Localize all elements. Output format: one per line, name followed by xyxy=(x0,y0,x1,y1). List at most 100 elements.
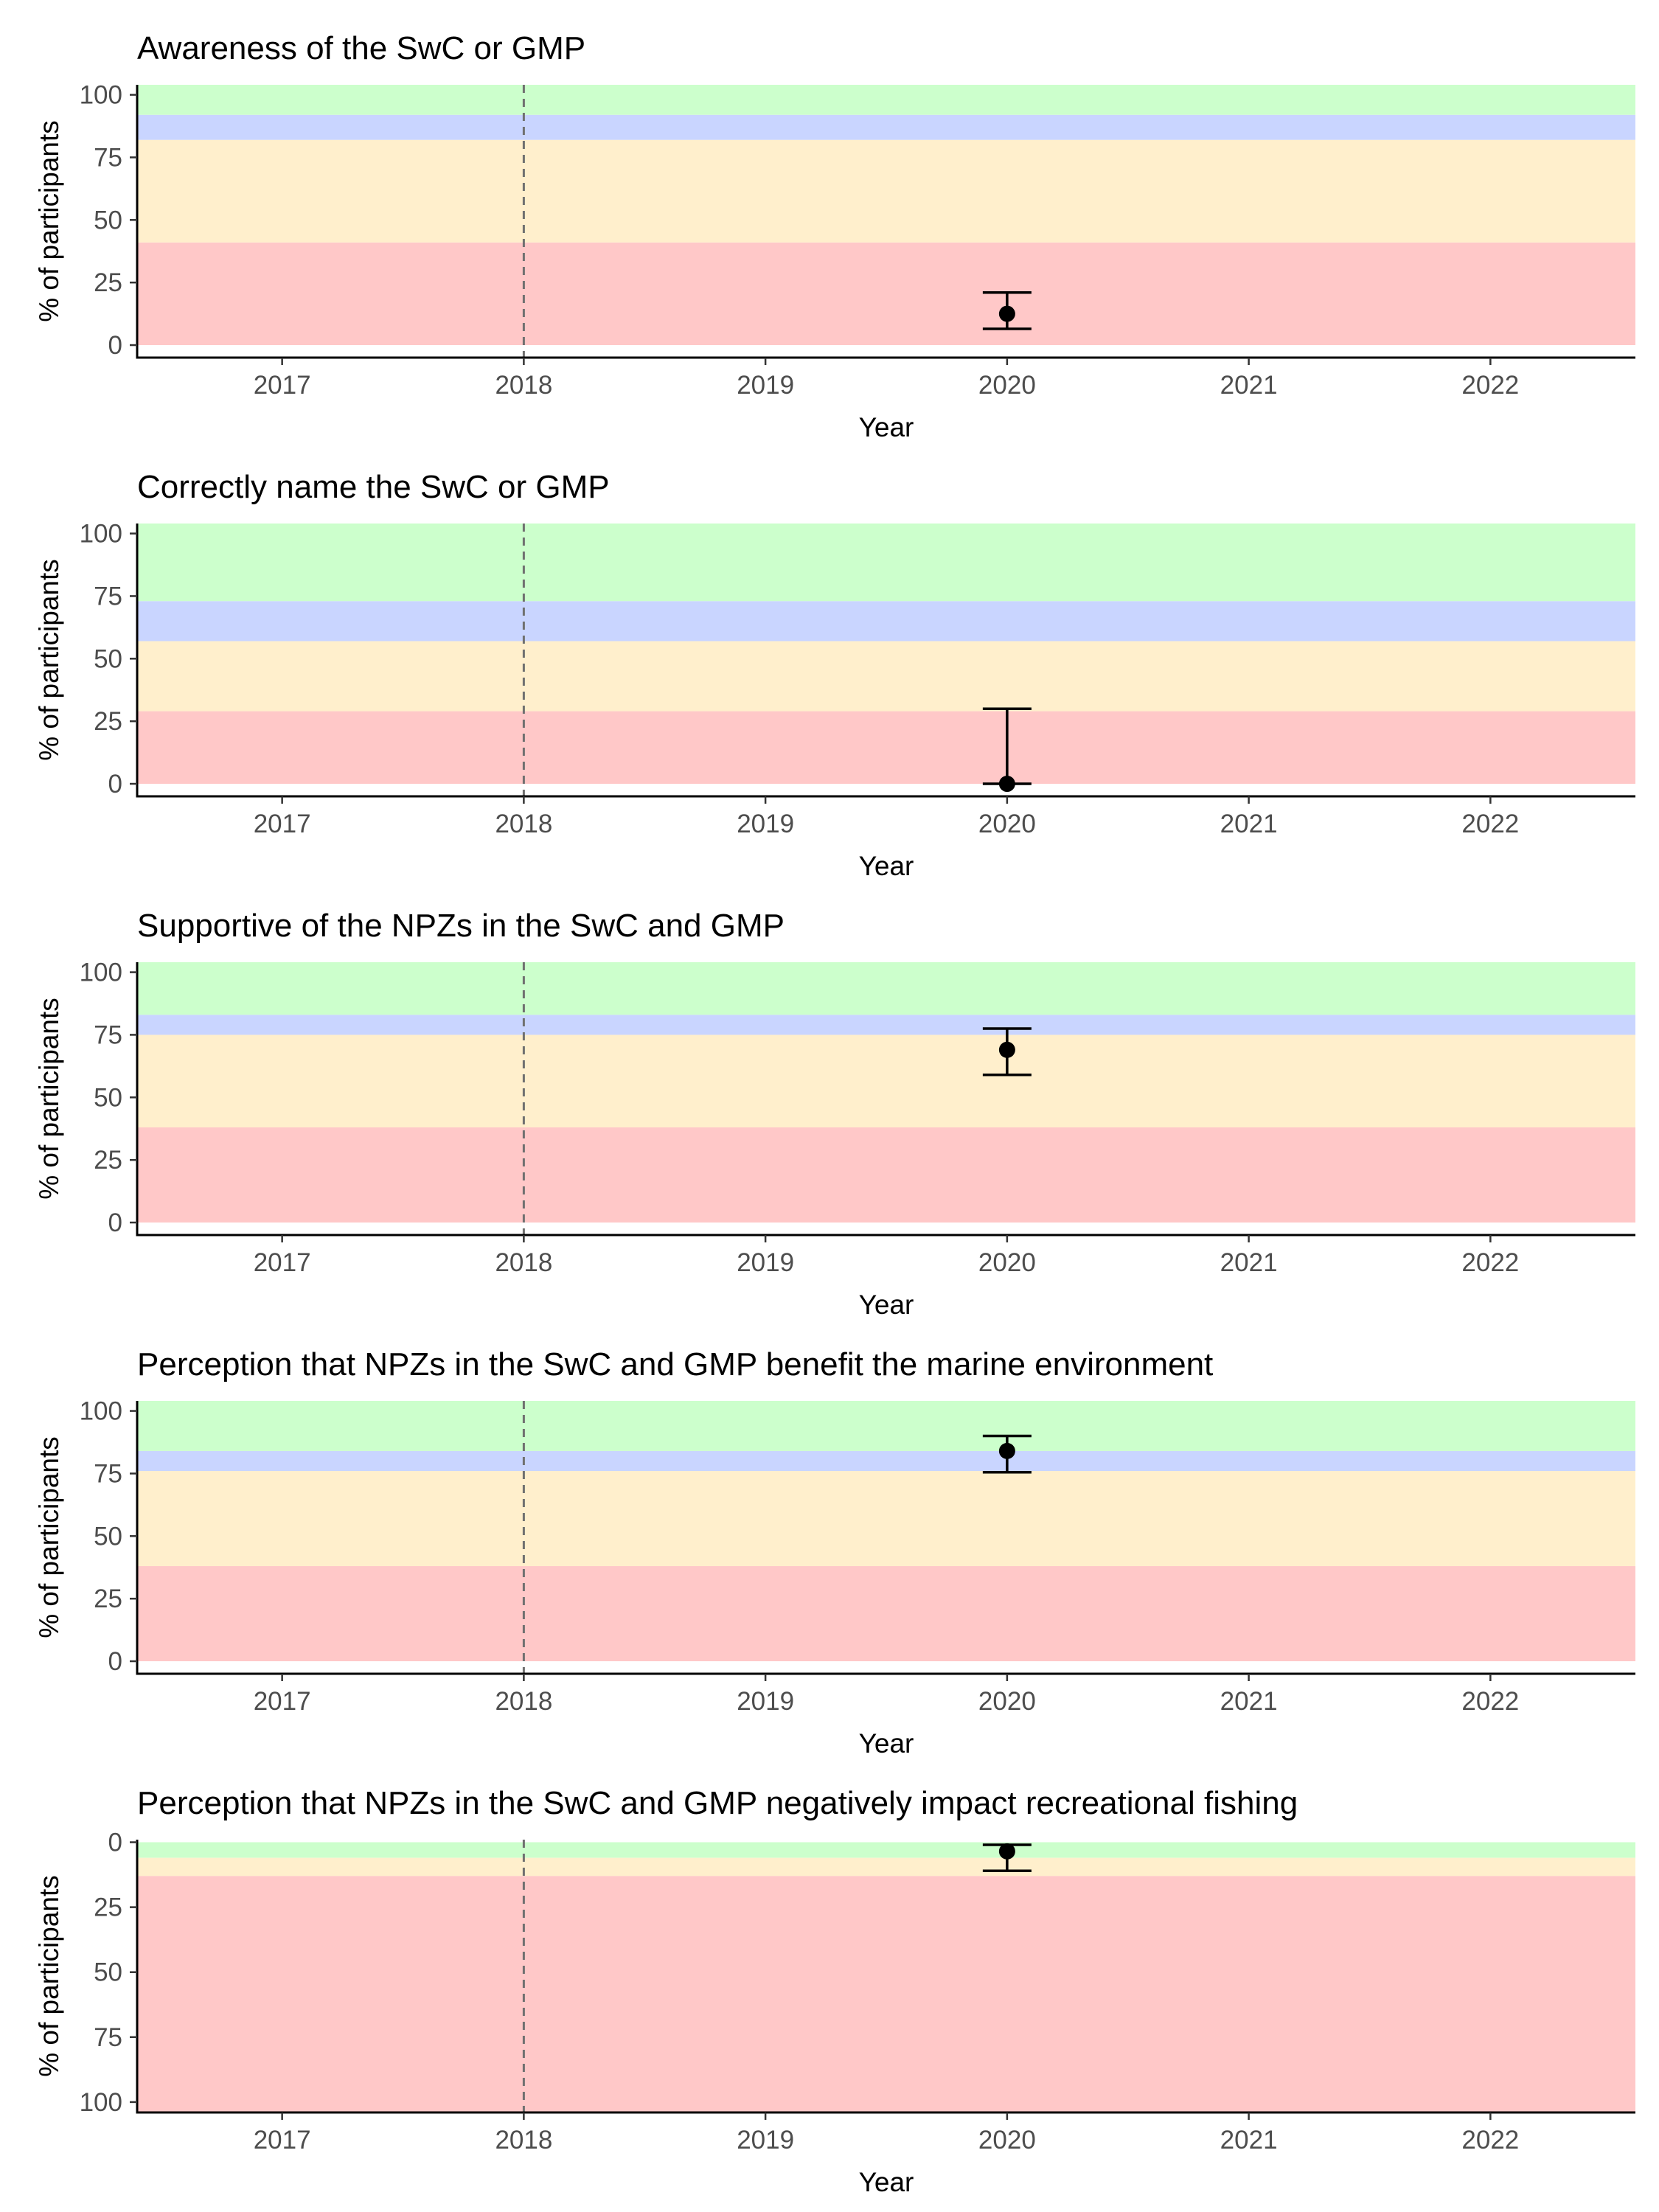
band-very-poor xyxy=(137,1127,1635,1223)
x-tick-label: 2022 xyxy=(1461,371,1519,400)
x-tick-label: 2022 xyxy=(1461,1687,1519,1716)
y-tick-label: 25 xyxy=(94,707,122,736)
y-tick-label: 50 xyxy=(94,206,122,234)
x-tick-label: 2017 xyxy=(254,2126,311,2154)
data-point xyxy=(998,305,1015,322)
x-axis-title: Year xyxy=(859,412,914,442)
x-tick-label: 2017 xyxy=(254,1687,311,1716)
band-good xyxy=(137,962,1635,1015)
y-tick-label: 100 xyxy=(80,2088,122,2117)
y-tick-label: 50 xyxy=(94,644,122,673)
band-very-poor xyxy=(137,1566,1635,1662)
y-tick-label: 25 xyxy=(94,268,122,297)
x-tick-label: 2017 xyxy=(254,1248,311,1277)
band-good xyxy=(137,1401,1635,1451)
x-axis-title: Year xyxy=(859,1728,914,1759)
x-tick-label: 2018 xyxy=(495,1248,552,1277)
x-tick-label: 2020 xyxy=(978,810,1036,838)
y-tick-label: 50 xyxy=(94,1958,122,1987)
y-axis-title: % of participants xyxy=(34,559,64,761)
x-tick-label: 2020 xyxy=(978,1248,1036,1277)
y-tick-label: 50 xyxy=(94,1083,122,1112)
y-tick-label: 100 xyxy=(80,81,122,110)
x-axis-title: Year xyxy=(859,2167,914,2197)
x-tick-label: 2021 xyxy=(1220,810,1278,838)
y-axis-title: % of participants xyxy=(34,998,64,1200)
y-tick-label: 100 xyxy=(80,520,122,549)
data-point xyxy=(998,1041,1015,1058)
x-tick-label: 2022 xyxy=(1461,2126,1519,2154)
band-fair xyxy=(137,1450,1635,1472)
x-tick-label: 2022 xyxy=(1461,810,1519,838)
x-tick-label: 2019 xyxy=(737,1687,794,1716)
y-tick-label: 0 xyxy=(108,331,122,360)
band-poor xyxy=(137,641,1635,712)
band-fair xyxy=(137,601,1635,641)
y-tick-label: 50 xyxy=(94,1522,122,1551)
band-poor xyxy=(137,139,1635,243)
band-poor xyxy=(137,1034,1635,1128)
x-tick-label: 2021 xyxy=(1220,371,1278,400)
band-fair xyxy=(137,1015,1635,1035)
data-point xyxy=(998,1843,1015,1860)
y-tick-label: 0 xyxy=(108,1647,122,1676)
chart-title: Perception that NPZs in the SwC and GMP … xyxy=(137,1346,1213,1382)
band-poor xyxy=(137,1857,1635,1877)
x-tick-label: 2022 xyxy=(1461,1248,1519,1277)
x-axis-title: Year xyxy=(859,851,914,881)
y-tick-label: 75 xyxy=(94,143,122,172)
x-tick-label: 2019 xyxy=(737,1248,794,1277)
chart-title: Awareness of the SwC or GMP xyxy=(137,30,585,66)
y-axis-title: % of participants xyxy=(34,120,64,322)
chart-panel-2: Correctly name the SwC or GMP 0 25 50 75 100 2… xyxy=(34,469,1635,881)
data-point xyxy=(998,1442,1015,1459)
chart-panel-5: Perception that NPZs in the SwC and GMP … xyxy=(34,1785,1635,2197)
x-tick-label: 2019 xyxy=(737,2126,794,2154)
band-very-poor xyxy=(137,242,1635,346)
x-tick-label: 2020 xyxy=(978,371,1036,400)
chart-title: Supportive of the NPZs in the SwC and GM… xyxy=(137,908,785,944)
chart-title: Correctly name the SwC or GMP xyxy=(137,469,610,505)
x-tick-label: 2018 xyxy=(495,1687,552,1716)
y-tick-label: 25 xyxy=(94,1893,122,1922)
chart-panel-4: Perception that NPZs in the SwC and GMP … xyxy=(34,1346,1635,1759)
y-tick-label: 100 xyxy=(80,959,122,987)
y-axis-title: % of participants xyxy=(34,1436,64,1638)
x-tick-label: 2017 xyxy=(254,371,311,400)
chart-panel-1: Awareness of the SwC or GMP 0 25 50 75 100 201… xyxy=(34,30,1635,442)
x-tick-label: 2021 xyxy=(1220,1248,1278,1277)
band-very-poor xyxy=(137,1876,1635,2112)
y-tick-label: 25 xyxy=(94,1146,122,1175)
band-good xyxy=(137,524,1635,602)
data-point xyxy=(998,776,1015,793)
band-good xyxy=(137,1842,1635,1858)
y-axis-title: % of participants xyxy=(34,1875,64,2077)
x-tick-label: 2019 xyxy=(737,371,794,400)
x-tick-label: 2018 xyxy=(495,371,552,400)
y-tick-label: 0 xyxy=(108,770,122,799)
y-tick-label: 75 xyxy=(94,1020,122,1049)
x-tick-label: 2017 xyxy=(254,810,311,838)
y-tick-label: 75 xyxy=(94,2023,122,2052)
band-poor xyxy=(137,1471,1635,1567)
y-tick-label: 75 xyxy=(94,582,122,611)
y-tick-label: 100 xyxy=(80,1397,122,1426)
band-good xyxy=(137,85,1635,115)
y-tick-label: 75 xyxy=(94,1459,122,1488)
x-tick-label: 2018 xyxy=(495,2126,552,2154)
x-axis-title: Year xyxy=(859,1290,914,1320)
chart-panel-3: Supportive of the NPZs in the SwC and GM… xyxy=(34,908,1635,1320)
y-tick-label: 25 xyxy=(94,1585,122,1613)
x-tick-label: 2021 xyxy=(1220,2126,1278,2154)
x-tick-label: 2019 xyxy=(737,810,794,838)
band-fair xyxy=(137,114,1635,140)
x-tick-label: 2020 xyxy=(978,1687,1036,1716)
band-very-poor xyxy=(137,711,1635,785)
y-tick-label: 0 xyxy=(108,1208,122,1237)
x-tick-label: 2018 xyxy=(495,810,552,838)
x-tick-label: 2020 xyxy=(978,2126,1036,2154)
y-tick-label: 0 xyxy=(108,1829,122,1857)
x-tick-label: 2021 xyxy=(1220,1687,1278,1716)
